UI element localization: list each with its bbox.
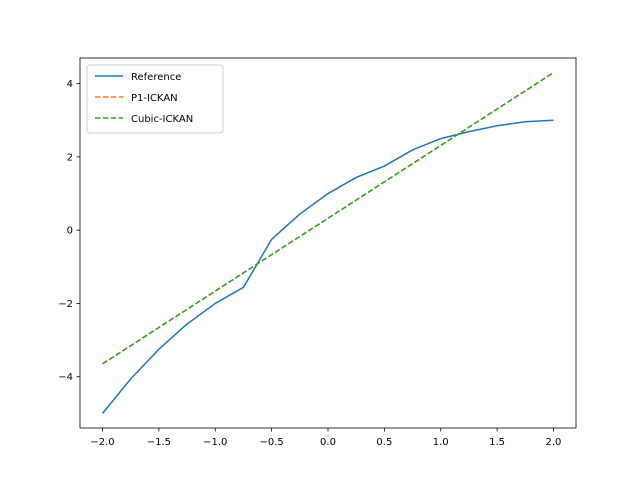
x-axis-ticks: −2.0 −1.5 −1.0 −0.5 0.0 0.5 1.0 1.5 2.0 xyxy=(90,428,561,448)
x-tick-label: 0.0 xyxy=(320,437,336,448)
x-tick-label: −0.5 xyxy=(259,437,283,448)
x-tick-label: 0.5 xyxy=(376,437,392,448)
y-tick-label: −4 xyxy=(58,372,73,383)
legend-box xyxy=(86,64,224,134)
y-tick-label: 2 xyxy=(67,152,73,163)
x-tick-label: −1.0 xyxy=(203,437,227,448)
x-tick-label: 1.0 xyxy=(433,437,449,448)
y-tick-label: −2 xyxy=(58,299,73,310)
series-line-reference xyxy=(101,119,554,414)
series-layer xyxy=(101,72,554,414)
legend-label-reference: Reference xyxy=(131,72,181,83)
x-tick-label: 1.5 xyxy=(489,437,505,448)
series-line-cubic-ickan xyxy=(102,72,554,365)
x-tick-label: 2.0 xyxy=(546,437,562,448)
y-tick-label: 0 xyxy=(67,226,73,237)
legend-label-p1-ickan: P1-ICKAN xyxy=(131,93,178,104)
y-axis-ticks: −4 −2 0 2 4 xyxy=(58,79,80,383)
x-tick-label: −1.5 xyxy=(147,437,171,448)
x-tick-label: −2.0 xyxy=(90,437,114,448)
y-tick-label: 4 xyxy=(67,79,73,90)
legend-label-cubic-ickan: Cubic-ICKAN xyxy=(131,114,193,125)
legend: Reference P1-ICKAN Cubic-ICKAN xyxy=(86,64,224,134)
